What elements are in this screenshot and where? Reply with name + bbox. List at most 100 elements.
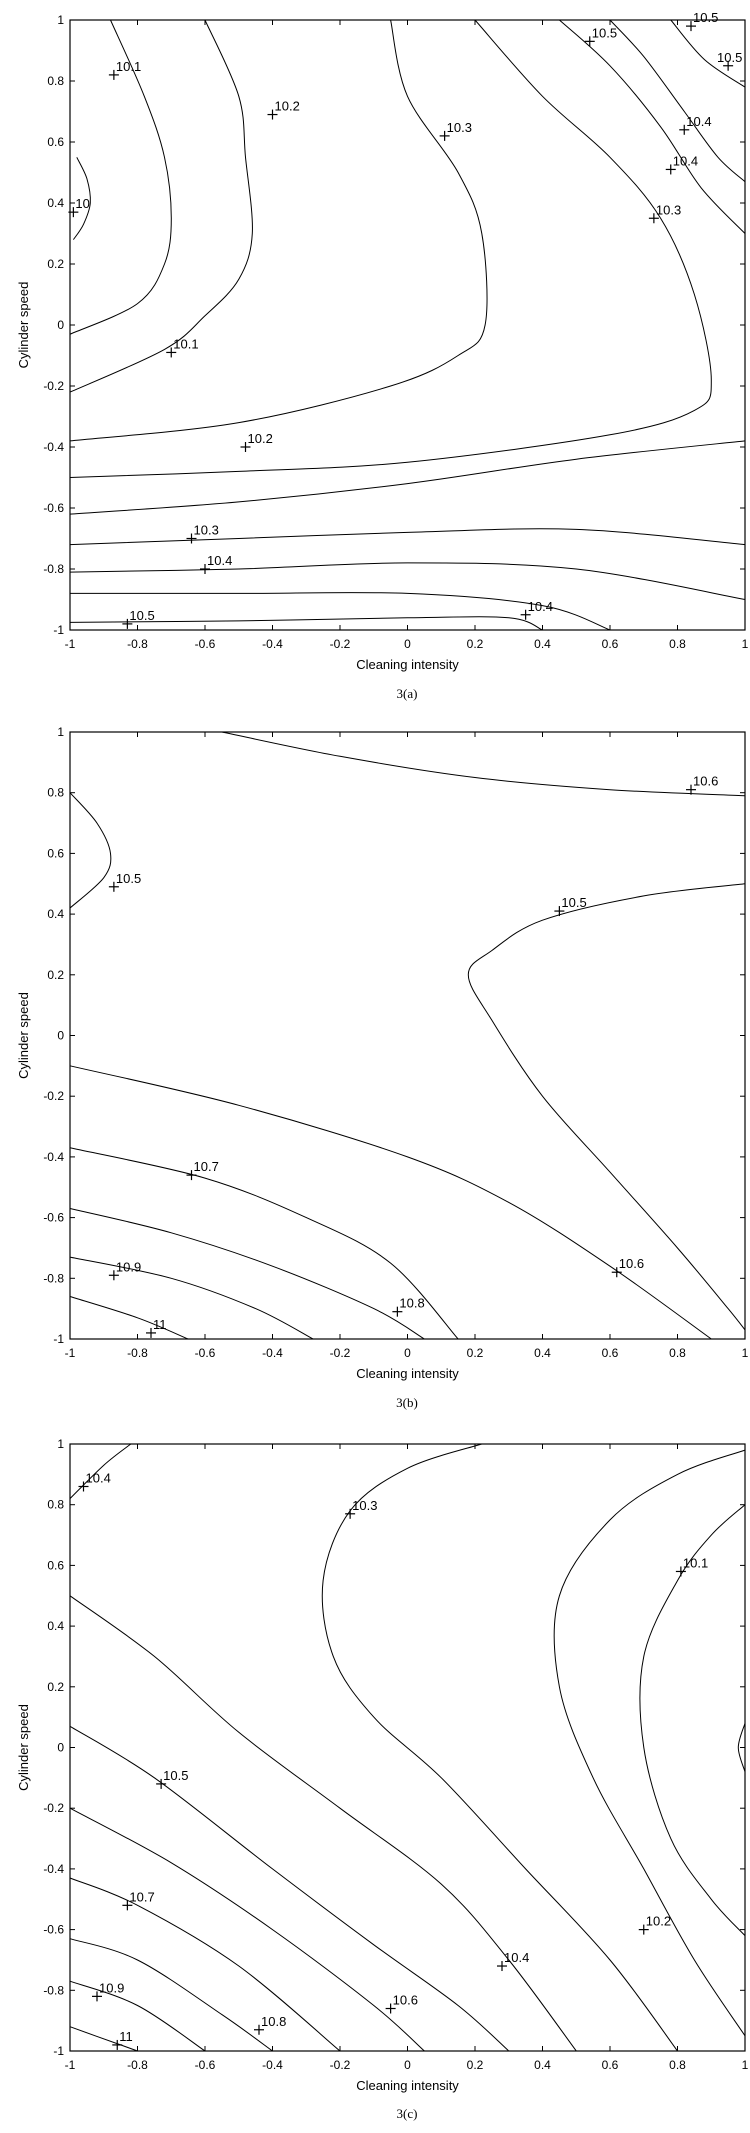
y-tick-label: -0.8 [43, 562, 64, 576]
x-tick-label: 0.8 [669, 637, 686, 651]
contour-label: 10.2 [275, 99, 300, 114]
y-tick-label: -1 [53, 623, 64, 637]
contour-line-10 [72, 157, 91, 240]
figure-caption: 3(b) [396, 1395, 418, 1410]
y-tick-label: 0.6 [47, 846, 64, 860]
x-axis: -1 -0.8 -0.6 -0.4 -0.2 0 0.2 0.4 0.6 0.8 1 [65, 1444, 749, 2072]
x-tick-label: 0 [404, 2058, 411, 2072]
y-tick-label: -0.2 [43, 1089, 64, 1103]
x-tick-label: -0.4 [262, 2058, 283, 2072]
x-tick-label: -0.4 [262, 637, 283, 651]
x-tick-label: -0.8 [127, 1346, 148, 1360]
contour-label: 10.3 [194, 523, 219, 538]
x-tick-label: -0.2 [330, 2058, 351, 2072]
y-tick-label: 0.6 [47, 135, 64, 149]
contour-label: 10.5 [163, 1768, 188, 1783]
y-tick-label: 0.6 [47, 1558, 64, 1572]
y-axis-title: Cylinder speed [16, 282, 31, 369]
contour-label: 10.5 [561, 895, 586, 910]
x-tick-label: 0.4 [534, 637, 551, 651]
y-tick-label: 1 [57, 725, 64, 739]
x-tick-label: 0.2 [467, 637, 484, 651]
contour-label: 10.6 [393, 1993, 418, 2008]
y-tick-label: -0.6 [43, 1211, 64, 1225]
y-tick-label: 0.8 [47, 1498, 64, 1512]
x-tick-label: -0.2 [330, 637, 351, 651]
y-tick-label: 0.4 [47, 196, 64, 210]
contour-label: 10.1 [173, 336, 198, 351]
contour-label: 10.1 [116, 59, 141, 74]
plot-frame [69, 19, 746, 631]
y-tick-label: 0.8 [47, 786, 64, 800]
contour-label: 10.2 [248, 431, 273, 446]
contour-label: 10.3 [447, 120, 472, 135]
y-tick-label: 1 [57, 13, 64, 27]
x-tick-label: 1 [742, 1346, 749, 1360]
x-tick-label: 0.8 [669, 1346, 686, 1360]
contour-line-10.5 [70, 592, 611, 631]
y-tick-label: 0.2 [47, 1680, 64, 1694]
contour-line-10.6 [69, 1807, 425, 2052]
contour-label: 10.8 [261, 2014, 286, 2029]
contour-label: 10.3 [352, 1498, 377, 1513]
x-tick-label: 0.4 [534, 1346, 551, 1360]
y-tick-label: 0 [57, 318, 64, 332]
x-tick-label: -1 [65, 637, 76, 651]
x-axis: -1 -0.8 -0.6 -0.4 -0.2 0 0.2 0.4 0.6 0.8 1 [65, 732, 749, 1360]
x-tick-label: -0.8 [127, 637, 148, 651]
x-tick-label: 0 [404, 637, 411, 651]
contour-label: 10.9 [116, 1259, 141, 1274]
contour-label: 10.7 [129, 1889, 154, 1904]
contour-label: 10.2 [646, 1914, 671, 1929]
chart-panel-c: -1 -0.8 -0.6 -0.4 -0.2 0 0.2 0.4 0.6 0.8 1 1 0.8 0.6 0… [0, 1424, 750, 2133]
contour-line-10.5 [467, 883, 746, 1331]
contour-label: 10.6 [619, 1256, 644, 1271]
x-axis: -1 -0.8 -0.6 -0.4 -0.2 0 0.2 0.4 0.6 0.8 1 [65, 20, 749, 651]
y-tick-label: -0.6 [43, 1923, 64, 1937]
contour-line-10.2 [69, 19, 253, 393]
contour-label: 10.5 [717, 50, 742, 65]
contour-line-10.4 [69, 1443, 132, 1499]
y-axis: 1 0.8 0.6 0.4 0.2 0 -0.2 -0.4 -0.6 -0.8 -1 [43, 13, 745, 637]
contour-label: 10.8 [399, 1296, 424, 1311]
x-tick-label: 1 [742, 2058, 749, 2072]
contour-label: 10.7 [194, 1159, 219, 1174]
x-tick-label: -0.4 [262, 1346, 283, 1360]
figure-caption: 3(c) [397, 2106, 418, 2121]
y-tick-label: 0.2 [47, 968, 64, 982]
y-tick-label: -0.6 [43, 501, 64, 515]
contour-line-10.4 [69, 1595, 577, 2052]
x-tick-label: 0.8 [669, 2058, 686, 2072]
contour-labels: 10.4 10.3 10.1 10.5 10.7 10.2 10.4 10.9 10.8 10.6… [78, 1470, 708, 2050]
contour-label: 10.4 [504, 1950, 529, 1965]
contour-label: 10.4 [528, 599, 553, 614]
y-tick-label: -0.4 [43, 1862, 64, 1876]
y-tick-label: 0.8 [47, 74, 64, 88]
x-axis-title: Cleaning intensity [356, 2078, 459, 2093]
y-tick-label: 1 [57, 1437, 64, 1451]
contour-line-11 [69, 1296, 189, 1340]
chart-panel-a: -1 -0.8 -0.6 -0.4 -0.2 0 0.2 0.4 0.6 0.8 1 1 0.8 0.6 0… [0, 0, 750, 712]
x-tick-label: -0.2 [330, 1346, 351, 1360]
y-tick-label: -0.4 [43, 440, 64, 454]
contour-line-10.9 [69, 1256, 314, 1340]
y-tick-label: 0.4 [47, 907, 64, 921]
contour-line-10.3 [69, 19, 712, 478]
contour-label: 10.5 [592, 25, 617, 40]
x-tick-label: 0.6 [602, 637, 619, 651]
contour-line-10.4 [69, 562, 746, 600]
chart-panel-b: -1 -0.8 -0.6 -0.4 -0.2 0 0.2 0.4 0.6 0.8 1 1 0.8 0.6 0… [0, 712, 750, 1424]
x-axis-title: Cleaning intensity [356, 657, 459, 672]
contour-line-10.6 [69, 1065, 712, 1340]
y-tick-label: -0.4 [43, 1150, 64, 1164]
contour-label: 10.5 [129, 608, 154, 623]
y-axis-title: Cylinder speed [16, 1704, 31, 1791]
y-axis-title: Cylinder speed [16, 992, 31, 1079]
contour-line-10.5 [69, 1725, 510, 2052]
contour-line-10.8 [69, 1208, 425, 1340]
contour-label: 10.5 [116, 871, 141, 886]
contour-label: 10.3 [656, 202, 681, 217]
contour-line-10.4 [559, 19, 746, 234]
y-tick-label: -0.2 [43, 379, 64, 393]
y-tick-label: -0.2 [43, 1801, 64, 1815]
